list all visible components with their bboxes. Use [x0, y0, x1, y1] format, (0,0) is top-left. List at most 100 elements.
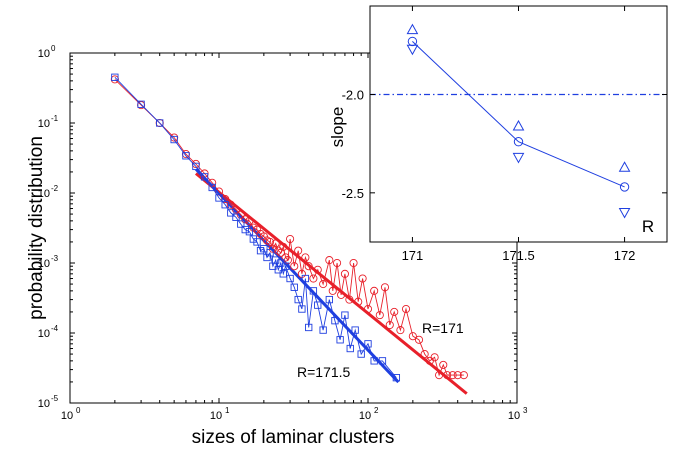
inset-chart: 171 171.5 172 -2.0 -2.5 slope R	[328, 5, 668, 263]
x-tick-exponent: 1	[225, 406, 230, 415]
data-point-r171-5	[370, 357, 378, 365]
x-tick-label: 10	[210, 410, 222, 422]
data-point-r171	[245, 216, 254, 225]
data-point-r171	[459, 371, 468, 380]
data-point-r171	[443, 371, 452, 380]
inset-triangle-up-marker	[512, 119, 525, 131]
data-point-r171	[328, 286, 337, 295]
data-point-r171-5	[227, 209, 235, 217]
data-point-r171	[313, 265, 322, 274]
data-point-r171	[448, 371, 457, 380]
data-point-r171	[241, 215, 250, 224]
data-point-r171-5	[290, 283, 298, 291]
data-point-r171-5	[305, 323, 313, 332]
y-tick-label: 10	[38, 118, 50, 130]
data-point-r171	[221, 194, 230, 204]
x-tick-label: 10	[359, 410, 371, 422]
data-point-r171-5	[378, 357, 387, 365]
data-point-r171-5	[200, 173, 209, 181]
inset-triangle-down-marker	[618, 208, 631, 219]
y-tick-label: 10	[38, 48, 50, 60]
main-series	[110, 73, 468, 382]
data-point-r171-5	[286, 274, 294, 283]
data-point-r171	[435, 371, 444, 380]
inset-triangle-down-marker	[512, 152, 525, 164]
x-tick-exponent: 0	[76, 406, 81, 415]
data-point-r171	[226, 200, 235, 209]
annotation-r171-5: R=171.5	[297, 364, 351, 380]
series-line-r171	[114, 79, 464, 377]
data-point-r171	[375, 311, 384, 320]
data-point-r171	[358, 274, 367, 283]
inset-x-tick-label: 171	[402, 248, 424, 263]
inset-y-axis: -2.0 -2.5	[342, 88, 667, 201]
y-tick-label: 10	[38, 398, 50, 410]
y-tick-exponent: -1	[51, 114, 59, 123]
data-point-r171-5	[392, 374, 401, 382]
data-point-r171	[309, 274, 318, 283]
data-point-r171-5	[111, 73, 119, 81]
data-point-r171	[385, 320, 394, 330]
x-tick-exponent: 3	[523, 406, 528, 415]
inset-triangle-up-marker	[406, 23, 419, 35]
data-point-r171-5	[309, 287, 318, 295]
data-point-r171	[265, 237, 275, 246]
data-point-r171	[345, 295, 354, 304]
data-point-r171-5	[351, 326, 359, 334]
data-point-r171-5	[245, 228, 254, 236]
data-point-r171	[414, 335, 424, 344]
data-point-r171-5	[325, 295, 333, 304]
data-point-r171-5	[341, 311, 349, 319]
data-point-r171	[439, 360, 448, 369]
data-point-r171-5	[221, 201, 229, 209]
data-point-r171	[279, 242, 288, 251]
data-point-r171-5	[364, 340, 372, 348]
data-point-r171	[271, 239, 280, 248]
data-point-r171-5	[208, 183, 216, 192]
data-point-r171	[349, 258, 358, 268]
inset-slope-line	[412, 41, 625, 188]
data-point-r171-5	[156, 119, 164, 127]
data-point-r171	[301, 253, 310, 262]
data-point-r171	[408, 332, 417, 341]
y-tick-label: 10	[38, 258, 50, 270]
data-point-r171	[396, 326, 405, 335]
data-point-r171-5	[294, 295, 302, 304]
y-tick-exponent: -5	[51, 394, 59, 403]
inset-x-axis-label: R	[642, 217, 654, 236]
data-point-r171-5	[314, 301, 322, 309]
data-point-r171-5	[260, 245, 268, 253]
data-point-r171-5	[170, 135, 178, 144]
data-point-r171-5	[182, 152, 190, 160]
data-point-r171	[370, 286, 379, 295]
x-tick-label: 10	[61, 410, 73, 422]
data-point-r171-5	[331, 317, 339, 325]
data-point-r171	[281, 253, 290, 262]
data-point-r171-5	[215, 194, 223, 202]
data-point-r171	[430, 353, 439, 362]
data-point-r171-5	[298, 305, 306, 313]
data-point-r171-5	[279, 270, 287, 278]
inset-x-tick-label: 172	[614, 248, 636, 263]
data-point-r171	[337, 290, 346, 299]
data-point-r171	[354, 297, 363, 306]
data-point-r171	[420, 350, 429, 359]
data-point-r171	[453, 371, 462, 380]
data-point-r171-5	[319, 326, 327, 334]
data-point-r171-5	[232, 213, 240, 221]
data-point-r171-5	[357, 350, 365, 358]
data-point-r171	[333, 258, 342, 268]
y-tick-exponent: -2	[51, 184, 59, 193]
x-tick-label: 10	[508, 410, 520, 422]
data-point-r171-5	[192, 162, 200, 171]
inset-circle-marker	[513, 137, 524, 147]
data-point-r171-5	[346, 344, 354, 353]
inset-triangle-up-marker	[618, 161, 631, 172]
annotation-r171: R=171	[422, 320, 464, 336]
data-point-r171-5	[266, 249, 274, 257]
data-point-r171-5	[281, 262, 290, 270]
data-point-r171	[290, 262, 299, 271]
y-tick-label: 10	[38, 188, 50, 200]
y-tick-exponent: -3	[51, 254, 59, 263]
